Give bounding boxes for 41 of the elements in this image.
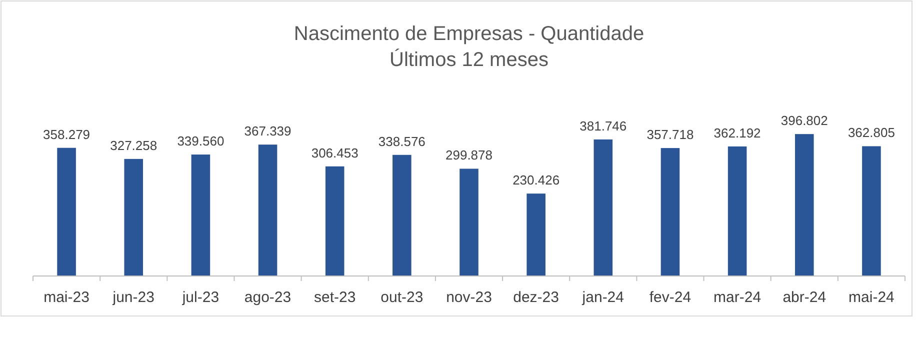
x-tick-label: mai-23 [44,289,90,306]
bar [460,168,478,276]
chart-subtitle: Últimos 12 meses [390,48,548,71]
data-label: 338.576 [378,134,426,149]
bar [258,144,278,276]
bar [124,158,144,276]
chart-title: Nascimento de Empresas - Quantidade [294,23,644,45]
x-tick-label: fev-24 [649,289,692,306]
data-label: 367.339 [244,124,292,139]
x-tick-label: nov-23 [446,289,492,306]
x-tick-label: set-23 [314,289,356,306]
bar [392,154,412,276]
x-tick-label: abr-24 [782,289,826,306]
data-label: 381.746 [580,118,627,134]
bar [862,146,881,276]
x-tick-label: jan-24 [581,289,624,306]
bar [57,148,76,276]
data-label: 362.192 [714,125,761,140]
x-tick-label: mar-24 [714,289,762,306]
x-tick-label: mai-24 [848,289,894,306]
data-label: 357.718 [646,127,694,142]
x-tick-label: ago-23 [244,289,292,306]
x-tick-label: dez-23 [513,289,560,306]
x-tick-label: out-23 [380,289,424,306]
data-label: 306.453 [311,145,358,160]
bar [660,148,680,276]
data-label: 358.279 [43,126,90,142]
x-tick-label: jul-23 [181,289,220,306]
x-tick-label: jun-23 [112,289,154,306]
data-label: 362.805 [848,125,895,140]
bar [526,194,546,276]
data-label: 230.426 [512,172,560,188]
data-label: 339.560 [177,134,224,149]
bar [191,154,210,276]
data-label: 396.802 [780,113,828,128]
bar [325,166,344,276]
data-label: 327.258 [110,138,158,153]
bar [594,139,613,276]
data-label: 299.878 [446,148,492,163]
bar [728,146,747,276]
bar [794,134,814,276]
